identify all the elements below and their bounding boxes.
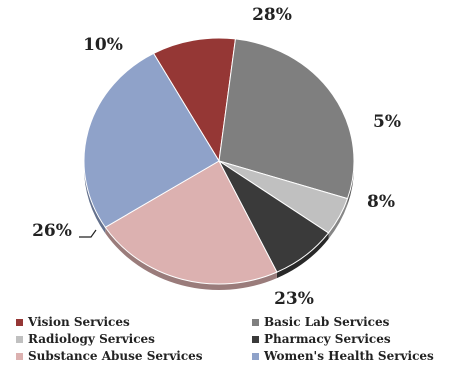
- legend-label: Radiology Services: [28, 332, 155, 346]
- pie-slice-basic-lab-services: [218, 38, 355, 200]
- leader-line: [79, 229, 97, 238]
- legend-item-substance-abuse-services: Substance Abuse Services: [16, 348, 252, 365]
- pie-slice-substance-abuse-services: [104, 160, 278, 285]
- legend-item-pharmacy-services: Pharmacy Services: [252, 331, 452, 348]
- legend-swatch: [252, 353, 259, 360]
- data-label-substance-abuse-services: 23%: [274, 289, 314, 309]
- pie-slice-women-s-health-services: [83, 52, 220, 228]
- legend-label: Pharmacy Services: [264, 332, 391, 346]
- data-label-basic-lab-services: 28%: [252, 5, 292, 25]
- legend-swatch: [16, 336, 23, 343]
- legend-label: Vision Services: [28, 315, 130, 329]
- pie-slice-side-pharmacy-services: [276, 232, 329, 279]
- data-label-radiology-services: 5%: [373, 112, 401, 132]
- legend-swatch: [252, 319, 259, 326]
- legend-label: Substance Abuse Services: [28, 349, 203, 363]
- data-label-women-s-health-services: 26%: [32, 221, 72, 241]
- pie-slice-side-women-s-health-services: [84, 161, 106, 234]
- legend-item-radiology-services: Radiology Services: [16, 331, 252, 348]
- data-label-pharmacy-services: 8%: [367, 192, 395, 212]
- legend-label: Women's Health Services: [264, 349, 434, 363]
- legend-swatch: [252, 336, 259, 343]
- legend-item-vision-services: Vision Services: [16, 314, 252, 331]
- legend-item-women-s-health-services: Women's Health Services: [252, 348, 452, 365]
- legend-label: Basic Lab Services: [264, 315, 390, 329]
- legend-swatch: [16, 319, 23, 326]
- data-label-vision-services: 10%: [83, 35, 123, 55]
- legend-item-basic-lab-services: Basic Lab Services: [252, 314, 452, 331]
- pie-slice-side-substance-abuse-services: [105, 227, 277, 290]
- pie-slice-side-radiology-services: [328, 198, 348, 239]
- legend: Vision Services Basic Lab Services Radiolo…: [16, 314, 452, 365]
- pie-slice-vision-services: [152, 37, 237, 163]
- legend-swatch: [16, 353, 23, 360]
